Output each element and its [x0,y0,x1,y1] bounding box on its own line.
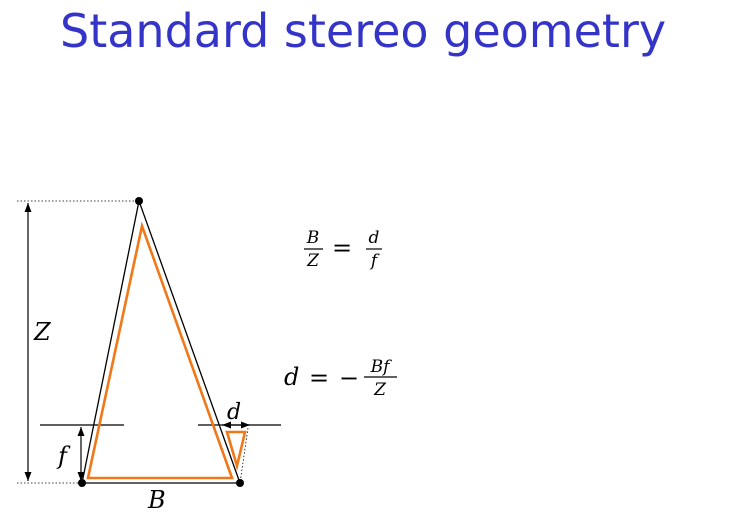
similar-triangle-large [86,221,234,480]
disparity-label: d [227,400,241,425]
equation-lhs-d: d [284,363,299,391]
slide-title: Standard stereo geometry [60,4,667,58]
outer-triangle [81,198,241,484]
depth-label: Z [33,318,52,346]
baseline-label: B [147,486,166,514]
equals-sign: = [332,234,352,262]
similar-triangle-small [225,430,247,472]
right-camera-center [236,479,244,487]
equation-fraction-numerator-bf: Bf [370,357,392,377]
minus-sign: − [339,364,359,392]
focal-length-label: f [56,442,71,470]
equation-fraction-denominator-f: f [369,251,380,271]
disparity-equation: d = − Bf Z [284,357,397,400]
equation-fraction-numerator-d: d [369,228,380,248]
disparity-projection-line [239,427,249,484]
similar-triangles-equation: B Z = d f [304,228,382,271]
equation-fraction-denominator-z: Z [306,251,320,271]
scene-point [135,197,143,205]
equals-sign: = [309,364,329,392]
equation-fraction-denominator-z: Z [373,380,387,400]
left-camera-center [78,479,86,487]
equation-fraction-numerator-b: B [306,228,320,248]
